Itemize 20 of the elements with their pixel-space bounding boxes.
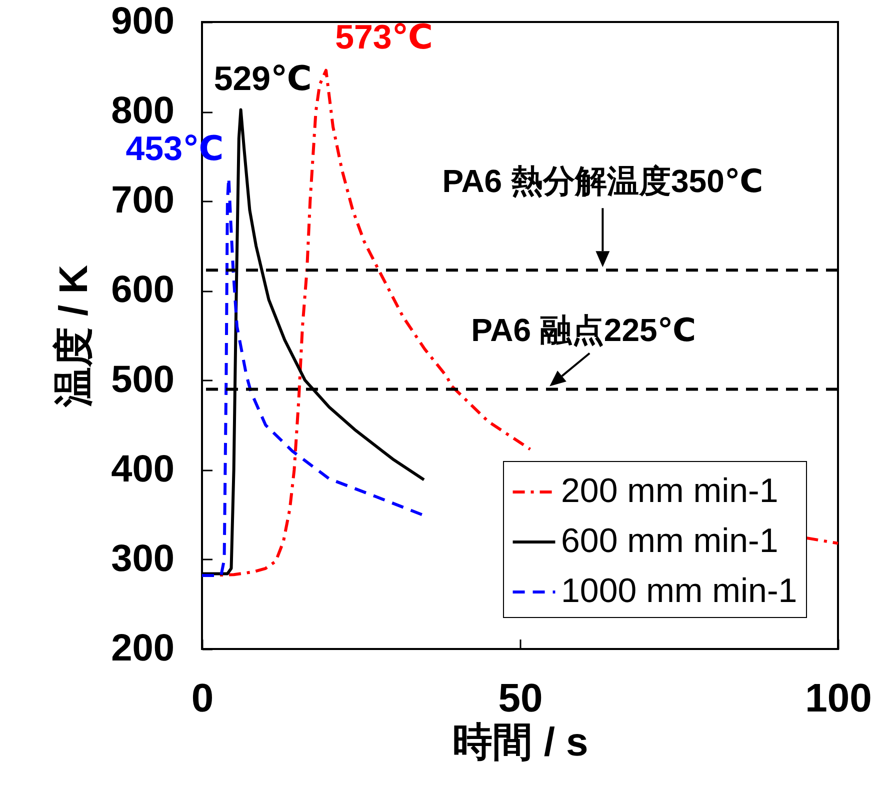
- y-tick-label: 800: [111, 90, 174, 132]
- y-tick-label: 500: [111, 358, 174, 401]
- legend-label: 600 mm min-1: [561, 522, 778, 560]
- x-axis-title: 時間 / s: [452, 720, 588, 764]
- x-tick-label: 100: [805, 676, 872, 720]
- x-tick-label: 0: [191, 676, 214, 720]
- y-axis-title: 温度 / K: [52, 264, 96, 408]
- y-tick-label: 700: [111, 180, 174, 222]
- y-tick-label: 300: [111, 538, 174, 580]
- y-tick-label: 900: [111, 0, 174, 42]
- annotation: 573℃: [335, 18, 433, 56]
- legend-label: 1000 mm min-1: [561, 572, 798, 610]
- y-tick-label: 600: [111, 269, 174, 312]
- y-tick-label: 400: [111, 448, 174, 490]
- legend-label: 200 mm min-1: [561, 472, 778, 510]
- ref-line-label: PA6 熱分解温度350℃: [442, 163, 764, 200]
- y-tick-label: 200: [111, 628, 174, 670]
- annotation: 529℃: [214, 60, 312, 98]
- ref-line-label: PA6 融点225℃: [471, 312, 696, 348]
- x-tick-label: 50: [498, 676, 543, 720]
